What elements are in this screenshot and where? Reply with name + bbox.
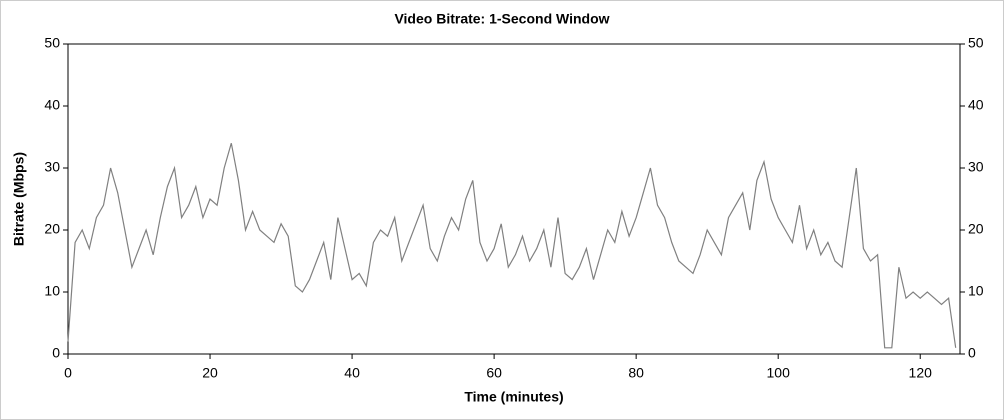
y-axis-label: Bitrate (Mbps) (11, 152, 27, 246)
y2-tick-label: 20 (968, 221, 984, 237)
y-tick-label: 30 (44, 159, 60, 175)
y2-tick-label: 50 (968, 35, 984, 51)
x-tick-label: 60 (486, 365, 502, 381)
x-tick-label: 120 (909, 365, 933, 381)
y2-tick-label: 0 (968, 345, 976, 361)
bitrate-line (67, 143, 957, 349)
plot-area (67, 43, 961, 355)
x-tick-label: 40 (344, 365, 360, 381)
y2-tick-label: 30 (968, 159, 984, 175)
x-tick-label: 20 (202, 365, 218, 381)
chart-title: Video Bitrate: 1-Second Window (394, 11, 609, 27)
y-tick-label: 50 (44, 35, 60, 51)
x-tick-label: 80 (628, 365, 644, 381)
y-tick-label: 40 (44, 97, 60, 113)
y2-tick-label: 40 (968, 97, 984, 113)
x-tick-label: 100 (767, 365, 791, 381)
y2-tick-label: 10 (968, 283, 984, 299)
y-tick-label: 10 (44, 283, 60, 299)
x-tick-label: 0 (64, 365, 72, 381)
y-tick-label: 0 (52, 345, 60, 361)
x-axis-label: Time (minutes) (464, 389, 563, 405)
y-tick-label: 20 (44, 221, 60, 237)
